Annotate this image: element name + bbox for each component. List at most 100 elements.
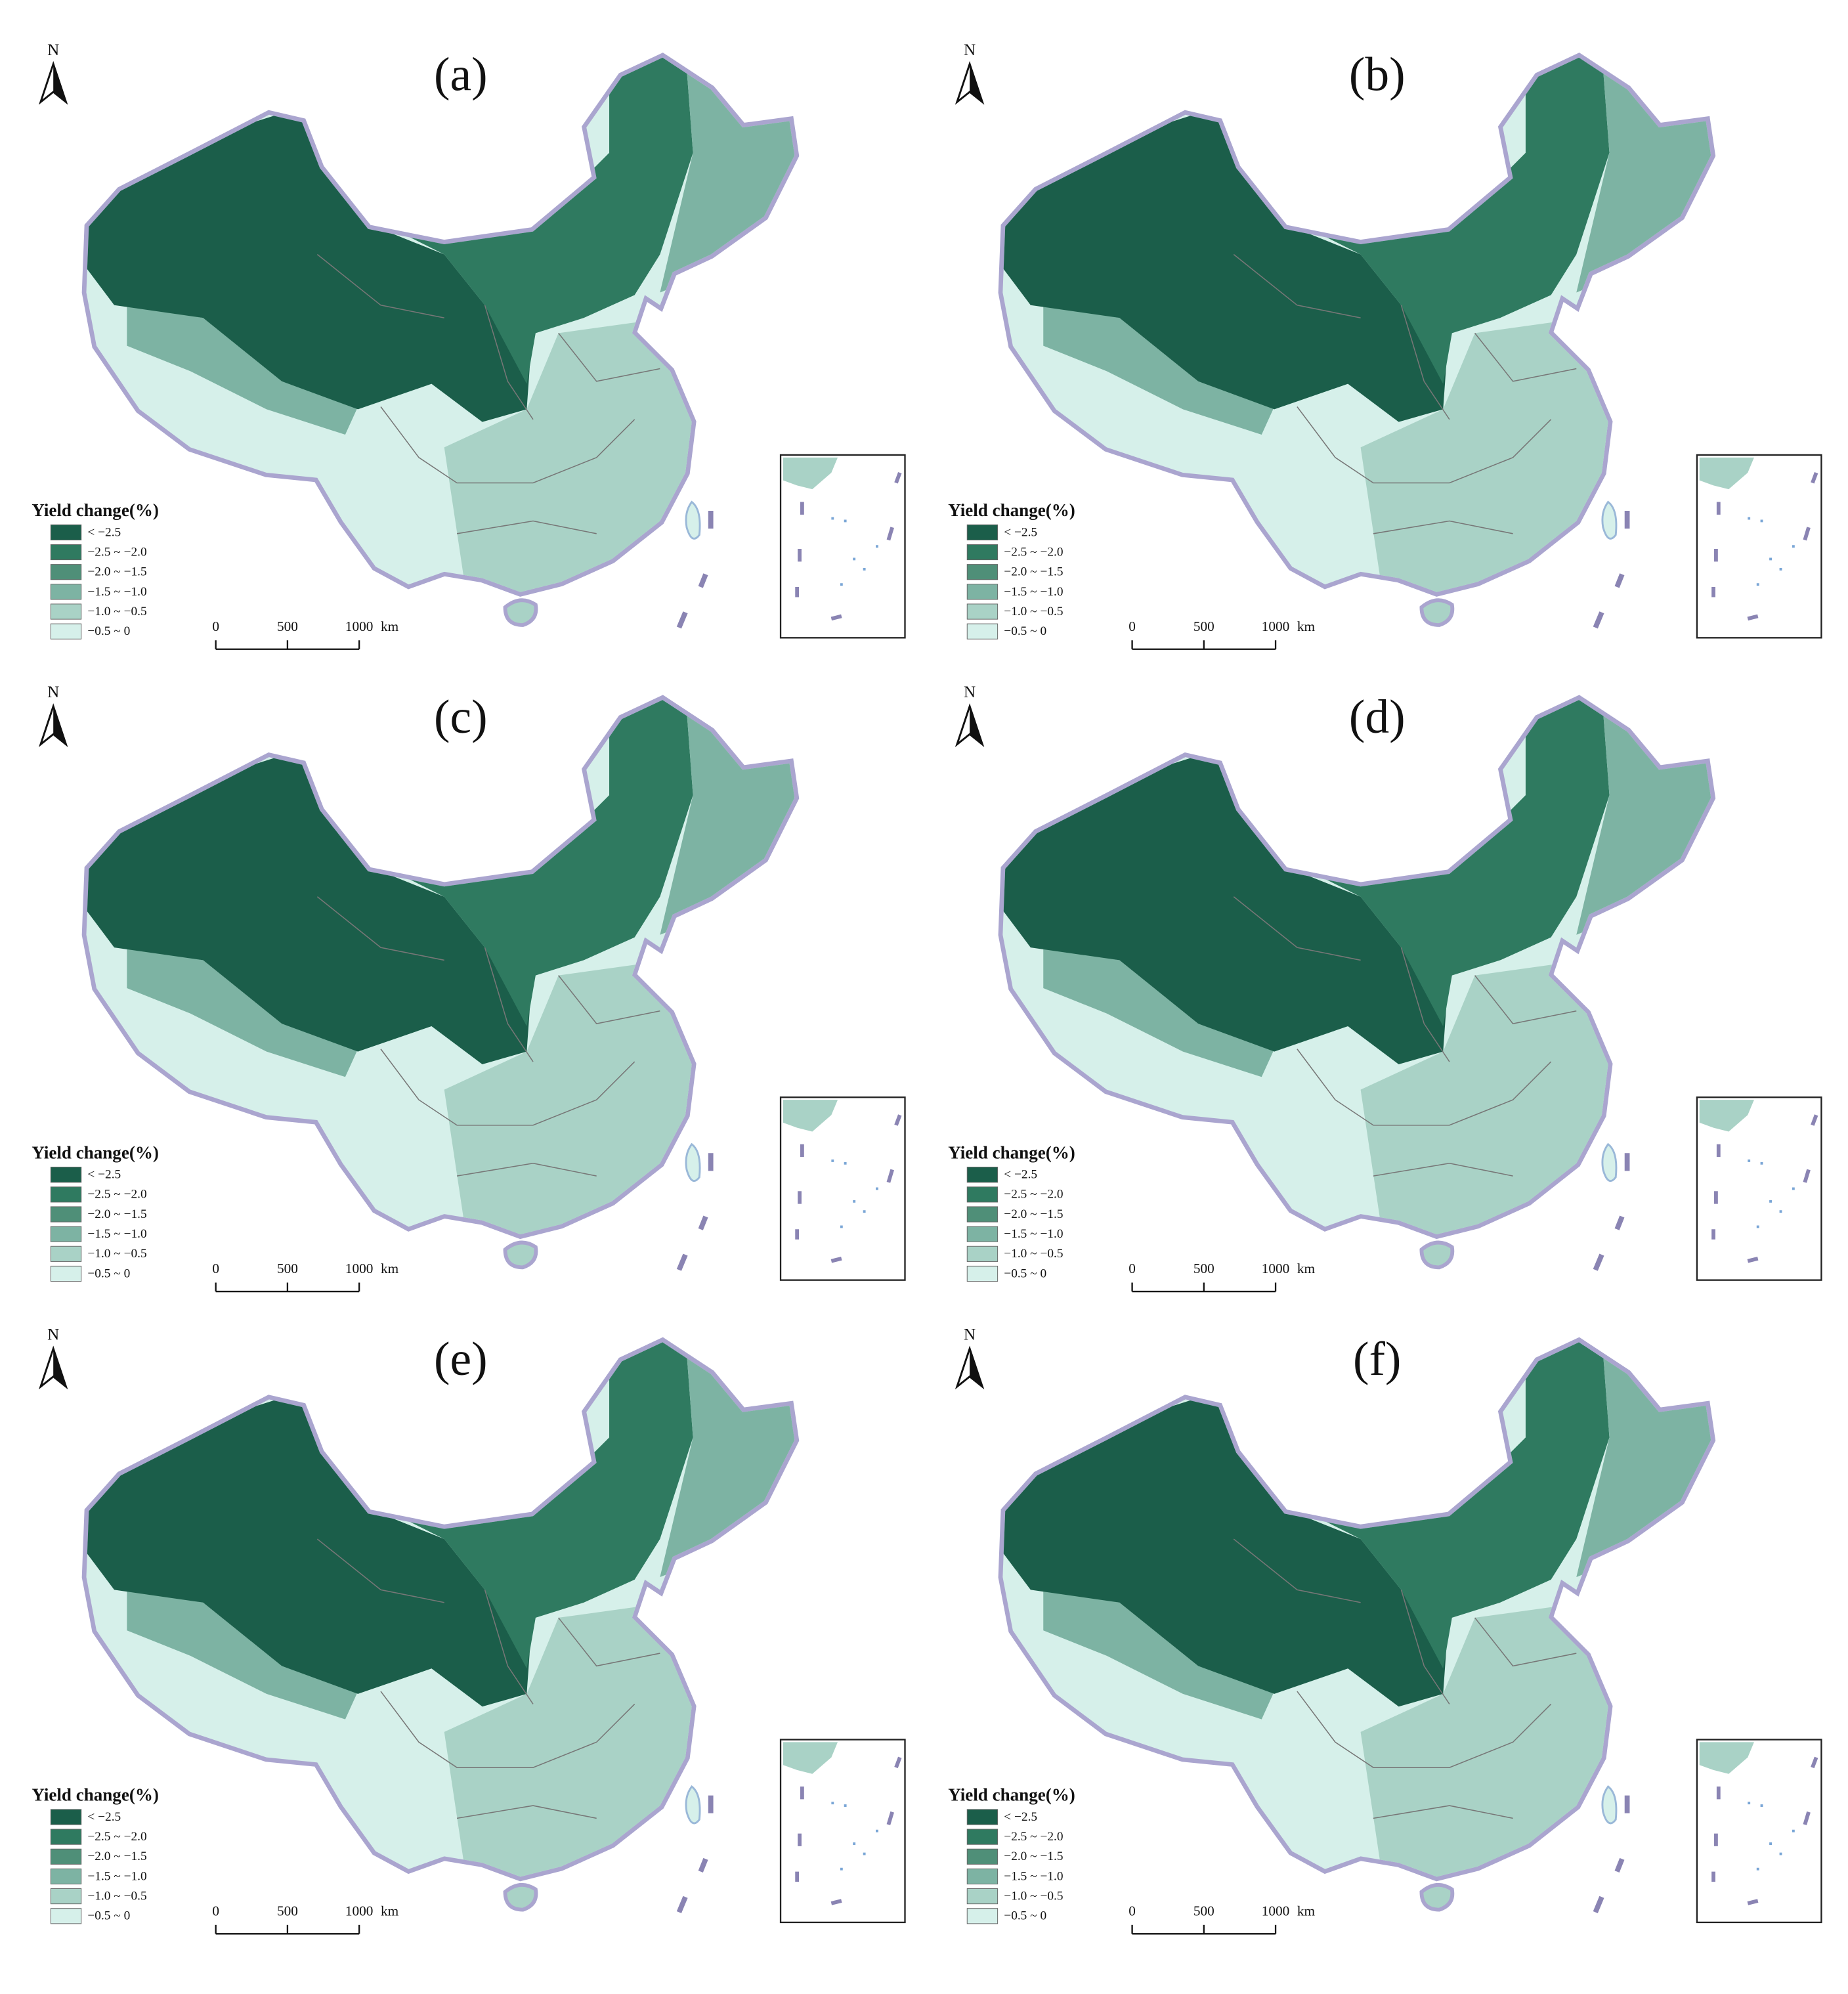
yield-region xyxy=(444,320,714,592)
province-borders xyxy=(316,896,660,1177)
province-borders xyxy=(1233,1538,1577,1819)
legend-label: −1.5 ~ −1.0 xyxy=(1004,585,1063,599)
legend-swatch xyxy=(966,1246,999,1262)
legend-title: Yield change(%) xyxy=(948,500,1075,520)
province-borders xyxy=(1233,896,1577,1177)
map-panel: N (a) Yield change(%) < −2.5 −2.5 ~ −2.0 −2.0… xyxy=(32,41,906,650)
map-panel: N (e) Yield change(%) < −2.5 −2.5 ~ −2.0 −2.0… xyxy=(32,1326,906,1935)
scale-bar-label: 0 xyxy=(1128,1261,1136,1276)
legend-label: −1.5 ~ −1.0 xyxy=(87,1869,146,1883)
north-label: N xyxy=(964,1326,976,1343)
north-label: N xyxy=(47,41,59,59)
scale-bar-label: 0 xyxy=(1128,1903,1136,1918)
yield-region xyxy=(1043,305,1275,435)
legend-label: −1.0 ~ −0.5 xyxy=(87,605,146,618)
legend-swatch xyxy=(50,1868,82,1885)
yield-region xyxy=(1360,963,1630,1235)
legend-swatch xyxy=(50,524,82,540)
legend-swatch xyxy=(966,1206,999,1223)
inset-land xyxy=(1699,1100,1754,1132)
inset-land xyxy=(783,1100,838,1132)
yield-region xyxy=(1002,102,1450,422)
legend-label: −0.5 ~ 0 xyxy=(1004,624,1046,638)
legend-label: −0.5 ~ 0 xyxy=(1004,1267,1046,1280)
scale-bar-label: 500 xyxy=(277,618,298,634)
scale-bar-unit: km xyxy=(381,1903,399,1918)
scale-bar-unit: km xyxy=(1297,618,1316,634)
map-panel: N (f) Yield change(%) < −2.5 −2.5 ~ −2.0 −2.0… xyxy=(948,1326,1822,1935)
legend-label: −1.5 ~ −1.0 xyxy=(1004,1227,1063,1241)
yield-region xyxy=(1360,320,1630,592)
legend-label: −2.5 ~ −2.0 xyxy=(87,1830,146,1844)
legend-swatch xyxy=(966,623,999,639)
inset-dashes xyxy=(795,471,902,621)
yield-region xyxy=(127,947,358,1077)
legend-swatch xyxy=(50,1829,82,1845)
legend-swatch xyxy=(966,1167,999,1183)
province-borders xyxy=(316,1538,660,1819)
legend-label: −2.5 ~ −2.0 xyxy=(87,1188,146,1202)
legend-swatch xyxy=(50,1206,82,1223)
legend-label: < −2.5 xyxy=(1004,525,1037,539)
legend-label: −2.5 ~ −2.0 xyxy=(1004,545,1063,559)
legend-label: −2.5 ~ −2.0 xyxy=(87,545,146,559)
inset-dashes xyxy=(795,1114,902,1263)
panel-label: (f) xyxy=(1353,1332,1401,1385)
legend-title: Yield change(%) xyxy=(32,1142,159,1162)
inset-dashes xyxy=(795,1756,902,1905)
legend-label: −1.0 ~ −0.5 xyxy=(1004,1890,1063,1903)
scale-bar-label: 500 xyxy=(1193,1903,1214,1918)
panel-label: (d) xyxy=(1349,690,1406,743)
inset-dots xyxy=(1748,517,1795,586)
taiwan xyxy=(1601,500,1618,540)
legend-label: −1.5 ~ −1.0 xyxy=(1004,1869,1063,1883)
legend-swatch xyxy=(50,1167,82,1183)
legend-label: −1.0 ~ −0.5 xyxy=(87,1890,146,1903)
scale-bar-label: 1000 xyxy=(345,1903,374,1918)
legend-swatch xyxy=(50,1246,82,1262)
yield-region xyxy=(86,102,534,422)
legend-swatch xyxy=(50,1809,82,1825)
north-label: N xyxy=(964,683,976,701)
legend-swatch xyxy=(966,1265,999,1282)
scale-bar-label: 500 xyxy=(277,1903,298,1918)
north-arrow-half xyxy=(53,706,66,745)
hainan xyxy=(503,1240,538,1270)
north-label: N xyxy=(47,1326,59,1343)
legend-label: −1.0 ~ −0.5 xyxy=(1004,605,1063,618)
legend-swatch xyxy=(50,1226,82,1242)
map-panel: N (c) Yield change(%) < −2.5 −2.5 ~ −2.0 −2.0… xyxy=(32,683,906,1293)
legend-swatch xyxy=(50,544,82,561)
legend-label: −2.0 ~ −1.5 xyxy=(87,1850,146,1863)
yield-region xyxy=(86,744,534,1064)
inset-dots xyxy=(831,1802,878,1871)
legend-title: Yield change(%) xyxy=(32,500,159,520)
regions xyxy=(1002,1342,1711,1877)
border-dashes xyxy=(676,511,714,629)
north-arrow-half xyxy=(53,64,66,102)
panel-label: (a) xyxy=(434,48,488,101)
north-label: N xyxy=(964,41,976,59)
legend-label: < −2.5 xyxy=(87,525,121,539)
scale-bar-label: 1000 xyxy=(345,1261,374,1276)
yield-region xyxy=(1002,744,1450,1064)
inset-land xyxy=(783,457,838,490)
yield-region xyxy=(127,305,358,435)
north-arrow-half xyxy=(53,1349,66,1387)
legend-label: −2.0 ~ −1.5 xyxy=(87,565,146,579)
yield-region xyxy=(444,1605,714,1877)
legend-swatch xyxy=(966,1186,999,1203)
legend-swatch xyxy=(50,1265,82,1282)
taiwan xyxy=(685,500,701,540)
legend-label: −2.5 ~ −2.0 xyxy=(1004,1188,1063,1202)
yield-region xyxy=(1360,1605,1630,1877)
legend-label: −1.5 ~ −1.0 xyxy=(87,585,146,599)
legend-swatch xyxy=(966,544,999,561)
legend-label: −1.5 ~ −1.0 xyxy=(87,1227,146,1241)
legend-title: Yield change(%) xyxy=(948,1142,1075,1162)
panel-label: (c) xyxy=(434,690,488,743)
panel-label: (b) xyxy=(1349,48,1406,101)
inset-dashes xyxy=(1711,1756,1818,1905)
legend-label: −0.5 ~ 0 xyxy=(87,1909,130,1923)
legend-swatch xyxy=(966,603,999,620)
